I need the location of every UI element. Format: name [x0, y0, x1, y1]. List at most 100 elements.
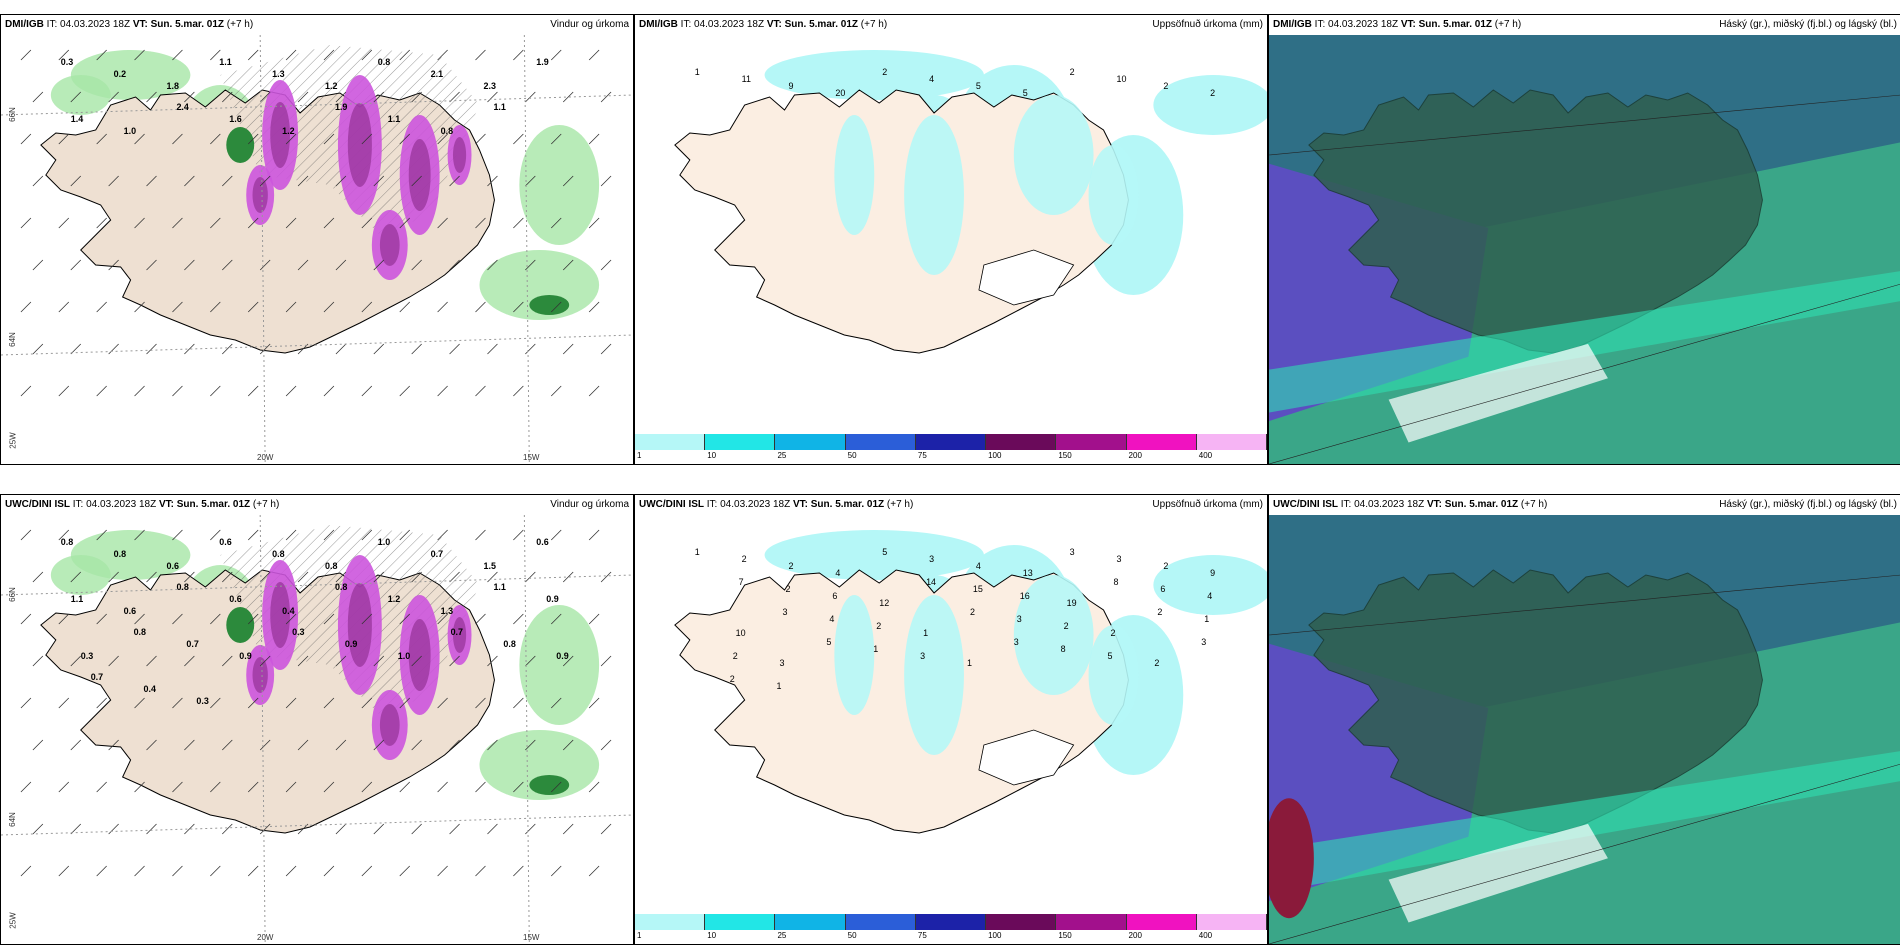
axis-label-lat66: 66N — [7, 107, 17, 122]
precip-value-label: 0.6 — [536, 537, 548, 547]
colorbar-swatch — [915, 434, 987, 450]
precip-value-label: 0.6 — [166, 561, 178, 571]
colorbar-swatch — [986, 434, 1057, 450]
precip-value-label: 0.8 — [378, 57, 390, 67]
accum-value-label: 2 — [1157, 607, 1162, 617]
accum-value-label: 7 — [739, 577, 744, 587]
precip-value-label: 0.4 — [282, 606, 294, 616]
precip-value-label: 0.6 — [124, 606, 136, 616]
precip-colorbar: 1 10 25 50 75 100 150 200 400 — [635, 434, 1267, 464]
precip-value-label: 1.1 — [219, 57, 231, 67]
init-time: IT: 04.03.2023 18Z — [1314, 19, 1399, 30]
accum-value-label: 2 — [789, 561, 794, 571]
precip-value-label: 1.1 — [493, 582, 505, 592]
accum-value-label: 16 — [1020, 591, 1030, 601]
precip-value-label: 1.6 — [229, 114, 241, 124]
precip-value-label: 0.8 — [325, 561, 337, 571]
accum-value-label: 3 — [1014, 637, 1019, 647]
init-time: IT: 04.03.2023 18Z — [46, 19, 131, 30]
precip-value-label: 0.7 — [186, 639, 198, 649]
colorbar-tick: 25 — [777, 931, 787, 940]
precip-value-label: 1.1 — [71, 594, 83, 604]
axis-label-lat64: 64N — [7, 812, 17, 827]
map-area: 0.8 0.8 0.6 0.6 0.8 0.8 1.0 0.7 1.5 0.6 1.1 0.6 0.8 0… — [1, 515, 633, 944]
axis-label-lon15: 15W — [523, 453, 540, 462]
accum-value-label: 9 — [1210, 568, 1215, 578]
precip-value-label: 1.9 — [335, 102, 347, 112]
axis-label-lon25: 25W — [8, 432, 18, 449]
precip-value-label: 0.8 — [272, 549, 284, 559]
map-panel-6: UWC/DINI ISL IT: 04.03.2023 18Z VT: Sun.… — [1268, 494, 1900, 945]
axis-label-lat64: 64N — [7, 332, 17, 347]
accum-value-label: 4 — [829, 614, 834, 624]
colorbar-swatch — [1056, 434, 1127, 450]
accum-value-label: 2 — [1154, 658, 1159, 668]
accum-value-label: 1 — [923, 628, 928, 638]
map-panel-1: DMI/IGB IT: 04.03.2023 18Z VT: Sun. 5.ma… — [0, 14, 634, 465]
accum-value-label: 2 — [876, 621, 881, 631]
panel-header: UWC/DINI ISL IT: 04.03.2023 18Z VT: Sun.… — [635, 495, 1267, 515]
model-name: UWC/DINI ISL — [639, 499, 704, 510]
colorbar-swatch — [705, 914, 776, 930]
colorbar-tick: 1 — [637, 931, 642, 940]
colorbar-tick: 400 — [1198, 931, 1213, 940]
colorbar-tick: 75 — [917, 451, 927, 460]
colorbar-swatch — [1126, 914, 1197, 930]
precip-value-label: 1.2 — [325, 81, 337, 91]
accum-value-label: 1 — [1204, 614, 1209, 624]
colorbar-swatch — [635, 434, 706, 450]
precip-value-label: 1.3 — [272, 69, 284, 79]
colorbar-tick: 100 — [988, 931, 1002, 940]
panel-title: Uppsöfnuð úrkoma (mm) — [1152, 499, 1263, 510]
precip-value-label: 1.0 — [398, 651, 410, 661]
lead-time: (+7 h) — [1494, 19, 1522, 30]
accum-value-label: 8 — [1113, 577, 1118, 587]
colorbar-swatch — [1196, 914, 1267, 930]
model-name: UWC/DINI ISL — [5, 499, 70, 510]
axis-label-lon25: 25W — [8, 912, 18, 929]
precip-value-label: 0.3 — [61, 57, 73, 67]
lead-time: (+7 h) — [1520, 499, 1548, 510]
accum-value-label: 2 — [1110, 628, 1115, 638]
precip-value-label: 0.8 — [176, 582, 188, 592]
accum-value-label: 1 — [777, 681, 782, 691]
map-panel-3: DMI/IGB IT: 04.03.2023 18Z VT: Sun. 5.ma… — [1268, 14, 1900, 465]
precip-value-label: 0.8 — [503, 639, 515, 649]
valid-time: VT: Sun. 5.mar. 01Z — [158, 499, 251, 510]
precip-value-label: 0.7 — [91, 672, 103, 682]
colorbar-swatch — [915, 914, 987, 930]
colorbar-tick: 200 — [1128, 451, 1142, 460]
accum-value-label: 2 — [730, 674, 735, 684]
precip-value-label: 0.8 — [61, 537, 73, 547]
accum-value-label: 11 — [742, 74, 751, 84]
accum-value-label: 5 — [1108, 651, 1113, 661]
colorbar-tick: 200 — [1128, 931, 1142, 940]
colorbar-swatch — [775, 434, 846, 450]
precip-value-label: 1.0 — [378, 537, 390, 547]
accum-value-label: 3 — [1201, 637, 1206, 647]
valid-time: VT: Sun. 5.mar. 01Z — [792, 499, 885, 510]
accum-value-label: 4 — [976, 561, 981, 571]
axis-label-lon20: 20W — [257, 453, 274, 462]
precip-value-label: 1.0 — [124, 126, 136, 136]
accum-value-label: 1 — [967, 658, 972, 668]
precip-value-label: 0.8 — [134, 627, 146, 637]
accum-value-label: 2 — [742, 554, 747, 564]
lead-time: (+7 h) — [226, 19, 254, 30]
map-panel-4: UWC/DINI ISL IT: 04.03.2023 18Z VT: Sun.… — [0, 494, 634, 945]
precip-value-label: 0.9 — [546, 594, 558, 604]
panel-header: DMI/IGB IT: 04.03.2023 18Z VT: Sun. 5.ma… — [1269, 15, 1900, 35]
precip-value-label: 0.4 — [144, 684, 156, 694]
accum-value-label: 2 — [1210, 88, 1215, 98]
panel-header: UWC/DINI ISL IT: 04.03.2023 18Z VT: Sun.… — [1, 495, 633, 515]
accum-value-label: 3 — [1116, 554, 1121, 564]
accum-value-label: 6 — [832, 591, 837, 601]
accum-value-label: 2 — [970, 607, 975, 617]
valid-time: VT: Sun. 5.mar. 01Z — [132, 19, 225, 30]
accum-value-label: 13 — [1023, 568, 1033, 578]
accum-value-label: 4 — [929, 74, 934, 84]
precip-value-label: 1.5 — [483, 561, 495, 571]
colorbar-swatch — [1126, 434, 1197, 450]
accum-value-label: 5 — [976, 81, 981, 91]
model-name: UWC/DINI ISL — [1273, 499, 1338, 510]
